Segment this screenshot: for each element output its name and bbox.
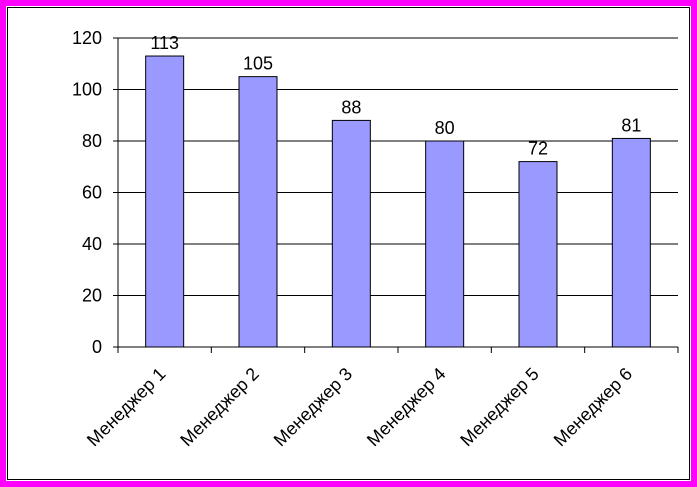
y-tick-label: 120 — [72, 28, 102, 48]
chart-frame — [7, 7, 690, 480]
bar — [145, 55, 185, 348]
bar — [238, 76, 278, 348]
y-tick-label: 80 — [82, 131, 102, 151]
bar — [331, 119, 371, 348]
bar — [518, 161, 558, 348]
value-label: 113 — [150, 33, 179, 53]
value-label: 81 — [621, 115, 641, 135]
y-tick-label: 60 — [82, 183, 102, 203]
value-label: 72 — [528, 139, 548, 159]
bar — [611, 137, 651, 348]
y-tick-label: 20 — [82, 286, 102, 306]
y-tick-label: 100 — [72, 80, 102, 100]
y-tick-label: 40 — [82, 234, 102, 254]
value-label: 88 — [341, 97, 361, 117]
bar — [425, 140, 465, 348]
y-tick-label: 0 — [92, 337, 102, 357]
value-label: 105 — [243, 54, 273, 74]
value-label: 80 — [435, 118, 455, 138]
